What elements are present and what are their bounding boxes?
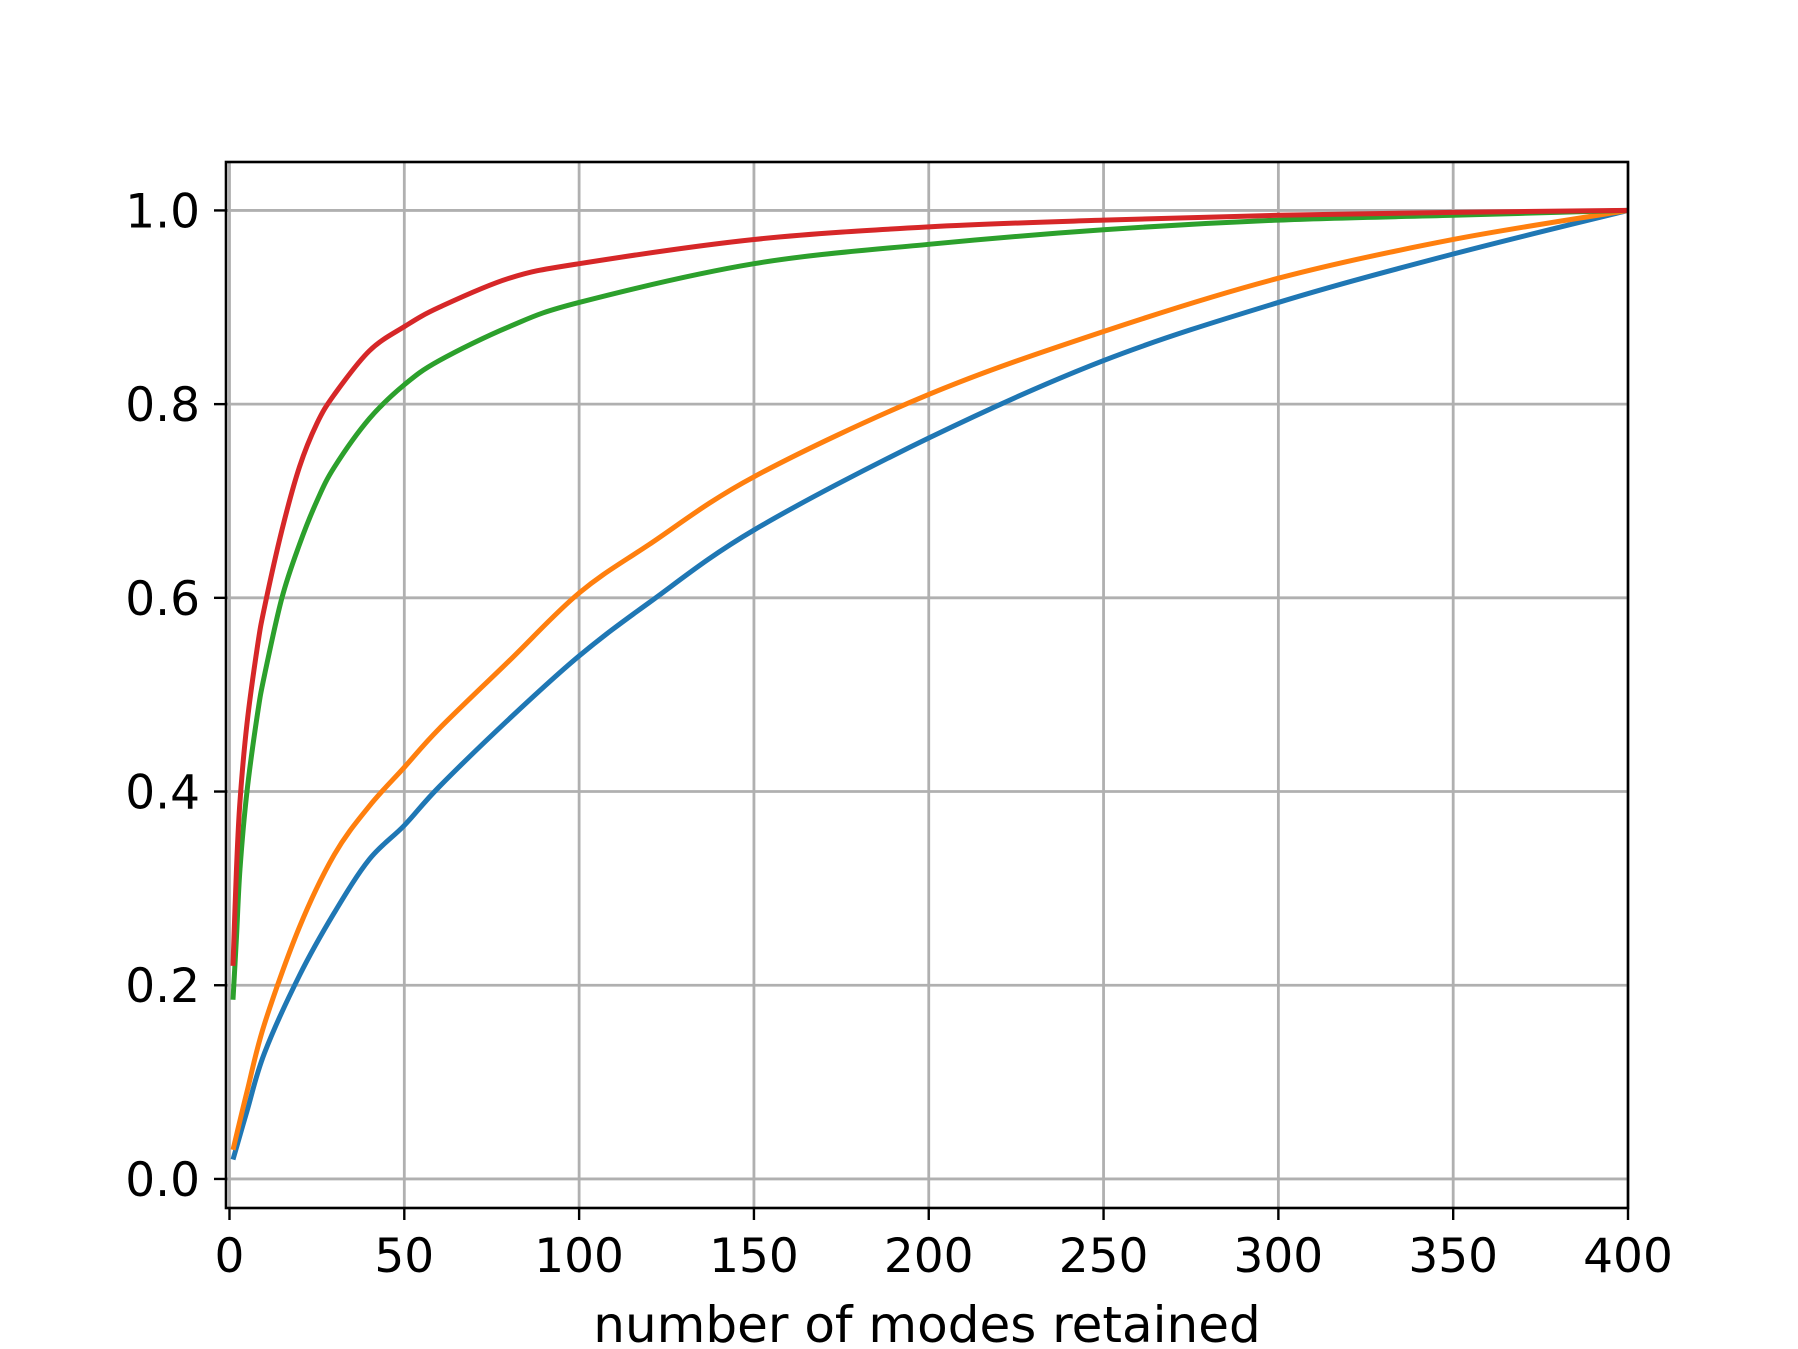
y-tick-label: 0.2 xyxy=(125,959,200,1014)
plot-frame xyxy=(224,160,1630,1210)
x-tick-label: 400 xyxy=(1583,1229,1673,1284)
series-line-1 xyxy=(230,208,1629,1161)
x-tick-label: 150 xyxy=(709,1229,799,1284)
series-line-4 xyxy=(230,207,1629,966)
x-tick-label: 250 xyxy=(1059,1229,1149,1284)
x-tick-label: 300 xyxy=(1234,1229,1324,1284)
y-axis: 0.0 0.2 0.4 0.6 0.8 1.0 xyxy=(125,184,226,1208)
grid xyxy=(226,162,1630,1208)
y-tick-label: 1.0 xyxy=(125,184,200,239)
y-tick-label: 0.6 xyxy=(125,572,200,627)
x-axis-label: number of modes retained xyxy=(593,1296,1260,1349)
x-tick-label: 350 xyxy=(1408,1229,1498,1284)
x-tick-label: 0 xyxy=(215,1229,245,1284)
y-tick-label: 0.8 xyxy=(125,378,200,433)
series-group xyxy=(230,207,1629,1161)
series-line-2 xyxy=(230,207,1629,1151)
x-axis: 0 50 100 150 200 250 300 350 400 xyxy=(215,1208,1673,1284)
x-tick-label: 200 xyxy=(884,1229,974,1284)
x-tick-label: 100 xyxy=(534,1229,624,1284)
y-tick-label: 0.4 xyxy=(125,766,200,821)
x-tick-label: 50 xyxy=(374,1229,434,1284)
series-line-3 xyxy=(230,207,1629,1000)
y-tick-label: 0.0 xyxy=(125,1153,200,1208)
